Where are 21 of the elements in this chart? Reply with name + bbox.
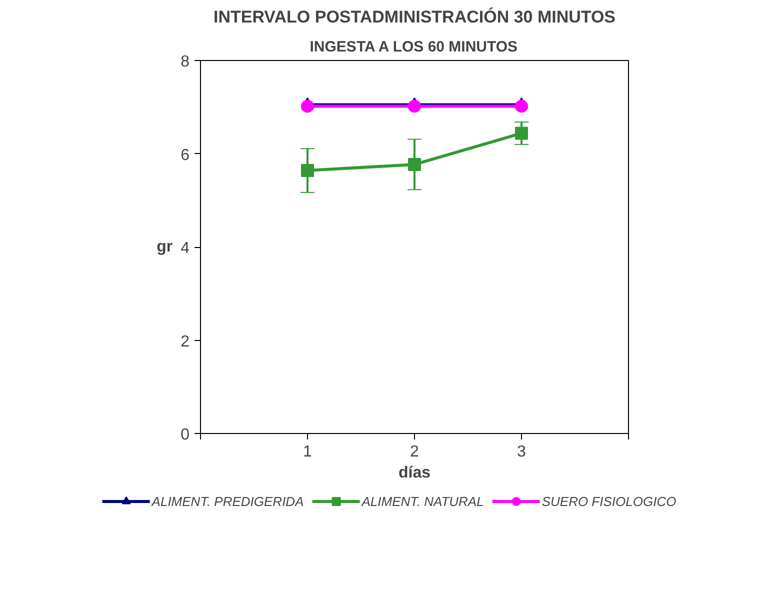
y-axis-title: gr [156,238,173,256]
x-tick-label: 1 [303,444,312,460]
point [515,126,528,140]
y-tick-label: 2 [180,333,190,350]
x-axis-title: días [398,464,431,482]
point [301,100,314,113]
chart-title: INTERVALO POSTADMINISTRACIÓN 30 MINUTOS [213,6,616,26]
point [301,164,314,178]
point [515,100,528,113]
point [408,158,421,171]
x-tick-label: 3 [517,444,526,460]
y-tick-label: 8 [180,54,190,70]
chart-subtitle: INGESTA A LOS 60 MINUTOS [310,38,518,56]
y-tick-label: 0 [180,426,190,444]
y-tick-label: 4 [180,240,190,257]
legend-label: ALIMENT. PREDIGERIDA [152,494,304,508]
point [408,100,421,113]
y-tick-label: 6 [180,146,190,164]
legend-label: ALIMENT. NATURAL [362,494,484,508]
x-tick-label: 2 [410,444,420,460]
legend-label: SUERO FISIOLOGICO [542,494,676,508]
